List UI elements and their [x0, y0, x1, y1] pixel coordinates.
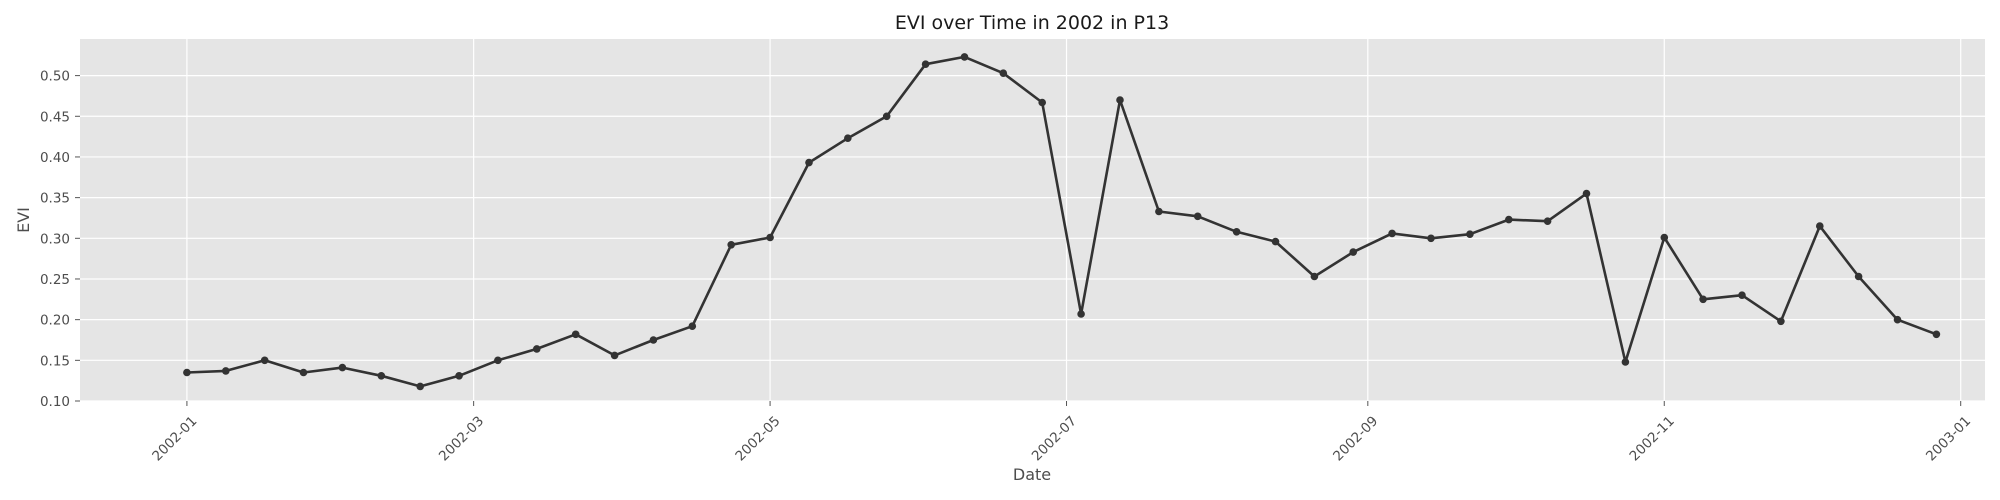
data-point — [999, 69, 1008, 77]
data-point — [183, 368, 191, 377]
data-point — [222, 367, 230, 375]
data-point — [1077, 310, 1085, 318]
evi-series-markers — [183, 53, 1941, 391]
data-point — [260, 356, 269, 365]
evi-series-line — [186, 55, 1937, 388]
data-point — [1738, 291, 1746, 300]
x-tick-label: 2002-11 — [1627, 413, 1678, 464]
data-point — [1816, 222, 1824, 230]
data-point — [727, 241, 735, 249]
data-point — [805, 158, 813, 167]
data-point — [455, 372, 463, 380]
x-axis: 2002-01 2002-03 2002-05 2002-07 2002-09 2002-… — [149, 401, 1974, 464]
data-point — [1932, 330, 1941, 339]
data-point — [960, 53, 969, 61]
data-point — [649, 336, 658, 344]
data-point — [844, 134, 852, 142]
data-point — [1116, 96, 1124, 104]
data-point — [1271, 237, 1280, 246]
y-tick-label: 0.15 — [40, 353, 70, 369]
data-point — [1427, 234, 1435, 243]
data-point — [1621, 358, 1630, 366]
data-point — [1155, 207, 1163, 216]
data-point — [1699, 295, 1707, 304]
data-point — [688, 322, 697, 331]
data-point — [416, 382, 425, 391]
x-tick-label: 2002-01 — [149, 413, 200, 464]
x-tick-label: 2002-03 — [436, 413, 487, 464]
y-tick-label: 0.10 — [40, 394, 70, 410]
y-tick-label: 0.35 — [40, 191, 70, 207]
x-tick-label: 2002-09 — [1330, 413, 1381, 464]
data-point — [1466, 230, 1474, 238]
data-point — [1349, 248, 1357, 256]
data-point — [1893, 315, 1902, 324]
data-point — [299, 368, 308, 377]
data-point — [533, 345, 541, 353]
data-point — [571, 330, 580, 339]
x-tick-label: 2002-05 — [732, 413, 783, 464]
data-point — [921, 60, 930, 68]
x-tick-label: 2003-01 — [1923, 413, 1974, 464]
y-tick-label: 0.45 — [40, 109, 70, 125]
data-point — [1660, 233, 1669, 242]
grid-lines — [80, 39, 1985, 402]
data-point — [1232, 228, 1241, 236]
chart-title: EVI over Time in 2002 in P13 — [895, 12, 1169, 34]
data-point — [1310, 272, 1319, 281]
data-point — [338, 363, 347, 372]
y-tick-label: 0.30 — [40, 231, 70, 247]
data-point — [882, 112, 891, 121]
data-point — [1543, 217, 1552, 225]
y-axis-label: EVI — [14, 207, 33, 233]
data-point — [494, 356, 502, 365]
data-point — [1582, 189, 1591, 198]
x-axis-label: Date — [1013, 465, 1051, 484]
x-tick-label: 2002-07 — [1029, 413, 1080, 464]
data-point — [1854, 272, 1863, 281]
data-point — [766, 233, 774, 242]
y-tick-label: 0.25 — [40, 272, 70, 288]
data-point — [1193, 212, 1202, 221]
data-point — [1388, 229, 1396, 238]
data-point — [377, 372, 386, 380]
plot-area — [80, 39, 1985, 401]
data-point — [610, 351, 619, 360]
data-point — [1505, 215, 1513, 224]
data-point — [1038, 98, 1046, 107]
y-tick-label: 0.20 — [40, 313, 70, 329]
y-tick-label: 0.40 — [40, 150, 70, 166]
data-point — [1777, 317, 1785, 326]
y-axis: 0.10 0.15 0.20 0.25 0.30 0.35 0.40 0.45 0.50 — [40, 69, 80, 410]
y-tick-label: 0.50 — [40, 69, 70, 85]
